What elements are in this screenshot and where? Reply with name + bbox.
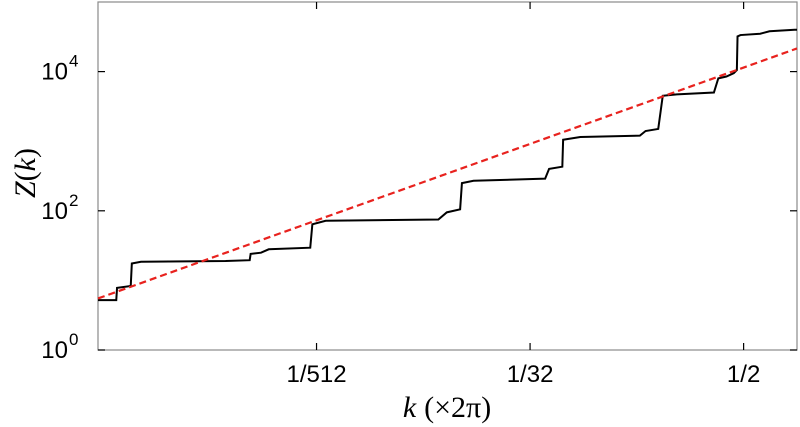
x-tick-label: 1/2 — [727, 361, 760, 388]
plot-frame — [97, 1, 798, 351]
x-tick-label: 1/512 — [287, 361, 347, 388]
y-tick-exponent: 2 — [69, 191, 78, 210]
x-axis-title: k (×2π) — [403, 391, 491, 424]
y-tick-label: 10 — [41, 59, 68, 86]
series-fit-dashed-line — [97, 47, 798, 300]
y-tick-exponent: 0 — [69, 330, 78, 349]
y-tick-label: 10 — [41, 337, 68, 364]
x-tick-label: 1/32 — [507, 361, 554, 388]
y-axis-title: Z(k) — [9, 148, 42, 198]
y-tick-exponent: 4 — [69, 52, 78, 71]
series-z-of-k-line — [98, 28, 797, 302]
y-tick-label: 10 — [41, 198, 68, 225]
